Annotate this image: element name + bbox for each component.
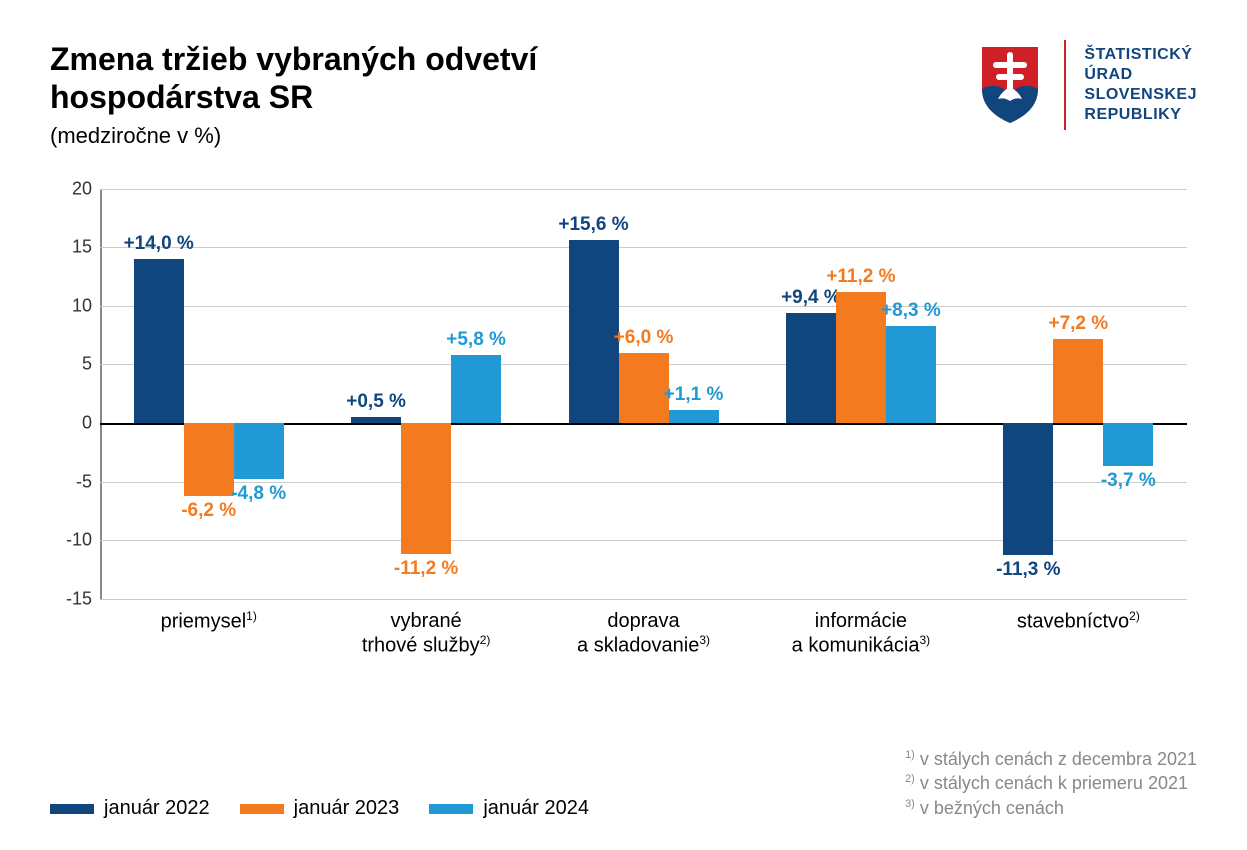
logo-text-line: REPUBLIKY [1084,105,1197,125]
category-group: +0,5 %-11,2 %+5,8 % [317,189,534,599]
shield-icon [974,43,1046,127]
bar [1053,339,1103,423]
chart-subtitle: (medziročne v %) [50,123,974,149]
bar [234,423,284,479]
plot-area: +14,0 %-6,2 %-4,8 %+0,5 %-11,2 %+5,8 %+1… [100,189,1187,599]
chart-title: Zmena tržieb vybraných odvetví hospodárs… [50,40,974,117]
logo-separator [1064,40,1066,130]
bar-value-label: -4,8 % [189,483,329,505]
x-axis-label: stavebníctvo2) [970,609,1187,669]
category-group: +15,6 %+6,0 %+1,1 % [535,189,752,599]
chart: -15-10-505101520 +14,0 %-6,2 %-4,8 %+0,5… [50,189,1197,669]
bar-value-label: +5,8 % [406,329,546,351]
x-axis-labels: priemysel1)vybranétrhové služby2)doprava… [100,609,1187,669]
legend-swatch [240,804,284,814]
y-tick-label: 20 [72,178,92,199]
legend-label: január 2022 [104,797,210,820]
title-block: Zmena tržieb vybraných odvetví hospodárs… [50,40,974,149]
y-tick-label: 10 [72,295,92,316]
x-axis-label: dopravaa skladovanie3) [535,609,752,669]
category-group: +9,4 %+11,2 %+8,3 % [752,189,969,599]
legend-swatch [50,804,94,814]
bar [1003,423,1053,555]
y-tick-label: -10 [66,530,92,551]
footnote: 3) v bežných cenách [905,796,1197,820]
legend-label: január 2024 [483,797,589,820]
bar [786,313,836,423]
bar [134,259,184,423]
bar [669,410,719,423]
bar-value-label: +1,1 % [624,384,764,406]
footnote: 1) v stálych cenách z decembra 2021 [905,747,1197,771]
bar [886,326,936,423]
bar [1103,423,1153,466]
grid-line [100,599,1187,600]
legend: január 2022 január 2023 január 2024 [50,797,589,820]
bar [351,417,401,423]
logo-text-line: ÚRAD [1084,65,1197,85]
legend-item: január 2022 [50,797,210,820]
y-tick-label: -15 [66,588,92,609]
y-tick-label: 0 [82,413,92,434]
x-axis-label: informáciea komunikácia3) [752,609,969,669]
category-group: +14,0 %-6,2 %-4,8 % [100,189,317,599]
footnote: 2) v stálych cenách k priemeru 2021 [905,771,1197,795]
bar-value-label: +8,3 % [841,300,981,322]
legend-item: január 2023 [240,797,400,820]
x-axis-label: vybranétrhové služby2) [317,609,534,669]
bar [451,355,501,423]
y-tick-label: -5 [76,471,92,492]
logo-text-line: ŠTATISTICKÝ [1084,45,1197,65]
logo-text-line: SLOVENSKEJ [1084,85,1197,105]
bar [401,423,451,554]
legend-label: január 2023 [294,797,400,820]
category-group: -11,3 %+7,2 %-3,7 % [970,189,1187,599]
footnotes: 1) v stálych cenách z decembra 20212) v … [905,747,1197,820]
legend-item: január 2024 [429,797,589,820]
legend-swatch [429,804,473,814]
y-tick-label: 5 [82,354,92,375]
title-line1: Zmena tržieb vybraných odvetví [50,41,537,77]
logo: ŠTATISTICKÝÚRADSLOVENSKEJREPUBLIKY [974,40,1197,130]
bar-value-label: -3,7 % [1058,470,1198,492]
x-axis-label: priemysel1) [100,609,317,669]
logo-text: ŠTATISTICKÝÚRADSLOVENSKEJREPUBLIKY [1084,45,1197,125]
title-line2: hospodárstva SR [50,79,313,115]
